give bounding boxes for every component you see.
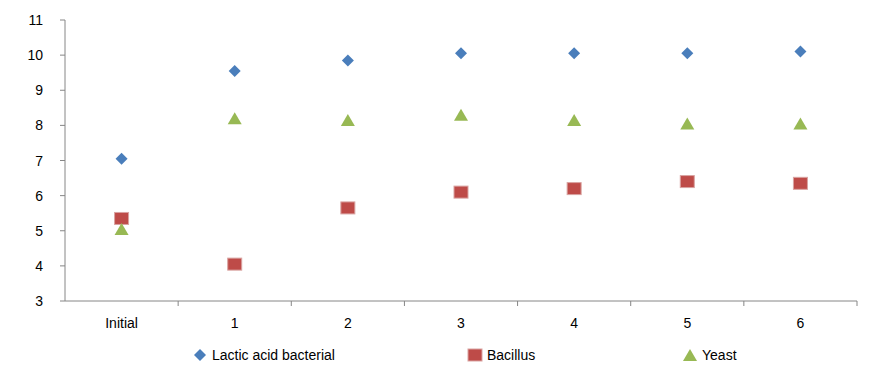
y-tick-label: 10	[27, 47, 43, 63]
data-point	[455, 47, 467, 59]
x-tick-label: Initial	[105, 315, 138, 331]
data-point	[681, 47, 693, 59]
x-tick	[517, 301, 518, 306]
data-point	[115, 223, 129, 235]
y-tick	[60, 55, 65, 56]
data-point	[793, 118, 807, 130]
x-tick	[743, 301, 744, 306]
y-tick-label: 9	[35, 82, 43, 98]
data-point	[454, 109, 468, 121]
data-point	[793, 177, 807, 189]
y-tick	[60, 20, 65, 21]
y-tick	[60, 160, 65, 161]
y-tick-label: 11	[28, 12, 43, 28]
y-tick-label: 3	[35, 293, 43, 309]
x-tick-label: 4	[570, 315, 578, 331]
y-tick-label: 4	[35, 258, 43, 274]
data-point	[680, 176, 694, 188]
data-point	[116, 153, 128, 165]
y-tick-label: 5	[35, 223, 43, 239]
y-tick-label: 7	[35, 153, 43, 169]
x-tick	[291, 301, 292, 306]
data-point	[794, 46, 806, 58]
plot-area	[115, 46, 808, 271]
chart-container: 3 4 5 6 7 8 9 10 11 Initial 1 2 3 4 5 6 Lactic acid bact…	[0, 0, 887, 384]
legend-marker	[194, 349, 206, 361]
legend-label: Lactic acid bacterial	[212, 347, 335, 363]
y-tick	[60, 265, 65, 266]
x-tick-label: 6	[797, 315, 805, 331]
chart-svg: 3 4 5 6 7 8 9 10 11 Initial 1 2 3 4 5 6 Lactic acid bact…	[0, 0, 887, 384]
data-point	[680, 118, 694, 130]
data-point	[341, 114, 355, 126]
data-point	[342, 54, 354, 66]
x-tick-label: 1	[231, 315, 239, 331]
data-point	[115, 212, 129, 224]
x-tick	[630, 301, 631, 306]
data-point	[454, 186, 468, 198]
x-tick-label: 5	[683, 315, 691, 331]
y-tick	[60, 301, 65, 302]
data-point	[567, 114, 581, 126]
x-tick	[404, 301, 405, 306]
data-point	[341, 202, 355, 214]
data-point	[228, 112, 242, 124]
legend-marker	[468, 349, 482, 361]
y-tick	[60, 90, 65, 91]
y-tick-label: 8	[35, 117, 43, 133]
x-tick-label: 3	[457, 315, 465, 331]
x-tick-label: 2	[344, 315, 352, 331]
y-tick	[60, 230, 65, 231]
x-tick	[178, 301, 179, 306]
x-tick	[857, 301, 858, 306]
y-tick	[60, 195, 65, 196]
data-point	[567, 183, 581, 195]
legend: Lactic acid bacterial Bacillus Yeast	[194, 347, 737, 363]
x-axis	[65, 301, 857, 302]
legend-label: Bacillus	[487, 347, 535, 363]
data-point	[568, 47, 580, 59]
y-tick	[60, 125, 65, 126]
legend-label: Yeast	[702, 347, 737, 363]
data-point	[228, 258, 242, 270]
y-tick-label: 6	[35, 188, 43, 204]
data-point	[229, 65, 241, 77]
legend-marker	[683, 349, 697, 361]
